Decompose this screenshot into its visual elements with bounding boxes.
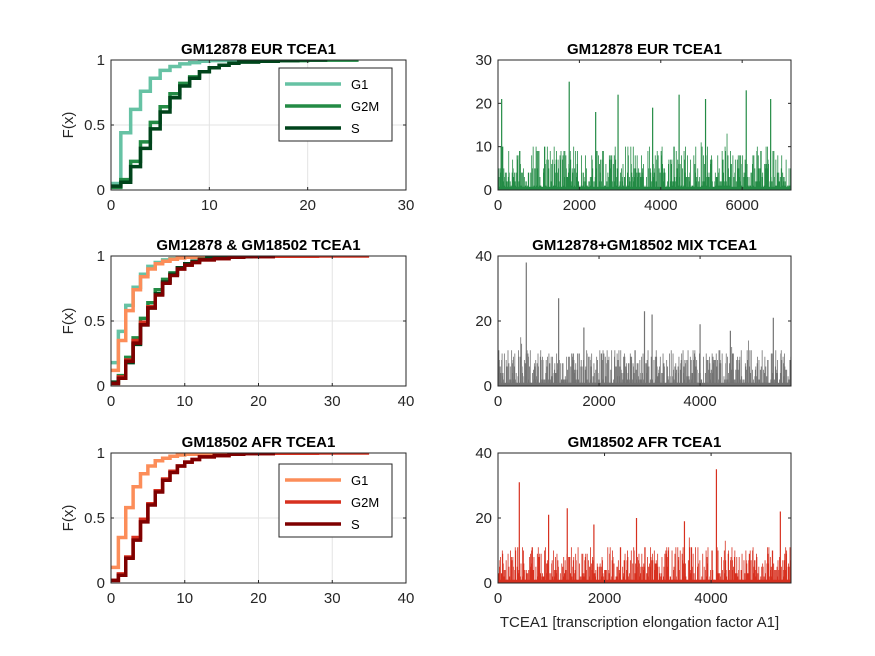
x-tick-label: 6000	[725, 197, 758, 214]
y-tick-label: 0.5	[84, 313, 105, 330]
plot-area	[498, 262, 791, 386]
chart-hist-mix: 0 2000 4000 0 20 40 GM12878+GM18502 MIX TCEA1	[475, 237, 792, 410]
x-tick-label: 30	[324, 393, 341, 410]
plot-area	[111, 453, 370, 583]
legend-label: G1	[351, 77, 368, 92]
series-line-5	[111, 256, 275, 386]
x-tick-label: 0	[494, 393, 502, 410]
y-tick-label: 0	[97, 378, 105, 395]
x-tick-label: 10	[201, 197, 218, 214]
legend-label: G2M	[351, 495, 379, 510]
y-tick-label: 0	[484, 378, 492, 395]
x-tick-label: 20	[299, 197, 316, 214]
chart-hist-eur: 0 2000 4000 6000 0 10 20 30 GM12878 EUR TCEA1	[475, 41, 792, 214]
x-tick-label: 30	[324, 590, 341, 607]
y-tick-label: 20	[475, 510, 492, 527]
chart-cdf-afr: 0 10 20 30 40 0 0.5 1 GM18502 AFR TCEA1 F(x) G1 G2M…	[60, 434, 414, 607]
x-tick-label: 10	[176, 393, 193, 410]
x-tick-label: 4000	[683, 393, 716, 410]
x-tick-label: 20	[250, 590, 267, 607]
y-tick-label: 10	[475, 139, 492, 156]
legend-label: G2M	[351, 99, 379, 114]
series-line-s	[111, 453, 275, 583]
x-tick-label: 4000	[644, 197, 677, 214]
series-line-s	[111, 60, 328, 188]
axes-frame	[497, 59, 792, 191]
chart-cdf-eur: 0 10 20 30 0 0.5 1 GM12878 EUR TCEA1 F(x) G1 G2M S	[60, 41, 414, 214]
y-tick-label: 1	[97, 248, 105, 265]
legend-label: S	[351, 121, 360, 136]
x-tick-label: 20	[250, 393, 267, 410]
chart-cdf-mix: 0 10 20 30 40 0 0.5 1 GM12878 & GM18502 TCEA1 F(x…	[60, 237, 414, 410]
x-tick-label: 40	[398, 590, 415, 607]
bars-baseline	[498, 579, 791, 583]
y-tick-label: 40	[475, 445, 492, 462]
y-axis-label: F(x)	[60, 308, 77, 335]
legend: G1 G2M S	[278, 67, 393, 142]
chart-title: GM12878 & GM18502 TCEA1	[156, 237, 360, 254]
x-tick-label: 0	[107, 393, 115, 410]
legend: G1 G2M S	[278, 463, 393, 538]
y-tick-label: 1	[97, 52, 105, 69]
chart-title: GM12878 EUR TCEA1	[181, 41, 336, 58]
y-tick-label: 20	[475, 95, 492, 112]
y-tick-label: 0	[484, 575, 492, 592]
x-tick-label: 2000	[588, 590, 621, 607]
x-tick-label: 0	[494, 590, 502, 607]
bars-baseline	[498, 186, 791, 190]
chart-title: GM18502 AFR TCEA1	[182, 434, 336, 451]
y-tick-label: 0	[97, 575, 105, 592]
y-tick-label: 30	[475, 52, 492, 69]
chart-title: GM18502 AFR TCEA1	[568, 434, 722, 451]
chart-hist-afr: 0 2000 4000 0 20 40 GM18502 AFR TCEA1 TCEA1 [tr…	[475, 434, 792, 631]
x-tick-label: 4000	[694, 590, 727, 607]
chart-title: GM12878 EUR TCEA1	[567, 41, 722, 58]
chart-title: GM12878+GM18502 MIX TCEA1	[532, 237, 757, 254]
y-axis-label: F(x)	[60, 112, 77, 139]
x-tick-label: 10	[176, 590, 193, 607]
x-tick-label: 0	[494, 197, 502, 214]
x-tick-label: 0	[107, 197, 115, 214]
y-axis-label: F(x)	[60, 505, 77, 532]
x-tick-label: 30	[398, 197, 415, 214]
x-tick-label: 0	[107, 590, 115, 607]
y-tick-label: 20	[475, 313, 492, 330]
y-tick-label: 40	[475, 248, 492, 265]
y-tick-label: 0.5	[84, 510, 105, 527]
legend-label: S	[351, 517, 360, 532]
y-tick-label: 0.5	[84, 117, 105, 134]
x-tick-label: 2000	[582, 393, 615, 410]
y-tick-label: 0	[97, 182, 105, 199]
x-axis-label: TCEA1 [transcription elongation factor A…	[500, 614, 779, 631]
plot-area	[498, 469, 791, 583]
legend-label: G1	[351, 473, 368, 488]
x-tick-label: 2000	[563, 197, 596, 214]
x-tick-label: 40	[398, 393, 415, 410]
plot-area	[498, 81, 791, 190]
y-tick-label: 0	[484, 182, 492, 199]
y-tick-label: 1	[97, 445, 105, 462]
series-line-g1	[111, 453, 296, 570]
